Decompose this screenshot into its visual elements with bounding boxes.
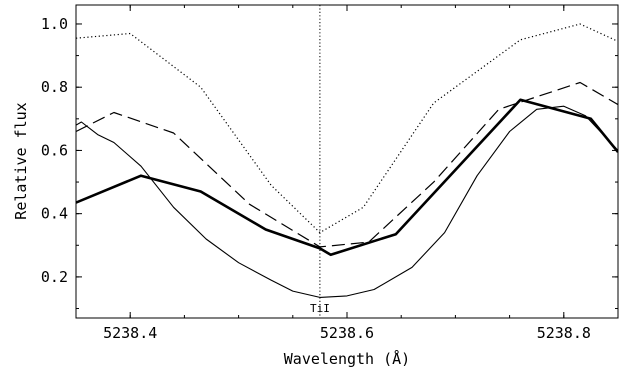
x-axis-label: Wavelength (Å): [284, 349, 410, 368]
line-identification-label: TiI: [310, 302, 330, 315]
y-tick-label: 0.6: [41, 141, 68, 159]
x-tick-label: 5238.6: [320, 324, 374, 342]
x-tick-label: 5238.8: [537, 324, 591, 342]
y-axis-label: Relative flux: [12, 102, 30, 219]
y-tick-label: 0.8: [41, 78, 68, 96]
series-line-solid-thick: [76, 98, 618, 257]
y-tick-label: 0.4: [41, 205, 68, 223]
series-line-dotted: [76, 23, 618, 234]
x-tick-label: 5238.4: [103, 324, 157, 342]
series-line-dashed: [76, 81, 618, 248]
y-tick-label: 1.0: [41, 15, 68, 33]
plot-frame: [75, 4, 619, 319]
y-tick-label: 0.2: [41, 268, 68, 286]
series-line-solid-thin: [76, 105, 618, 298]
